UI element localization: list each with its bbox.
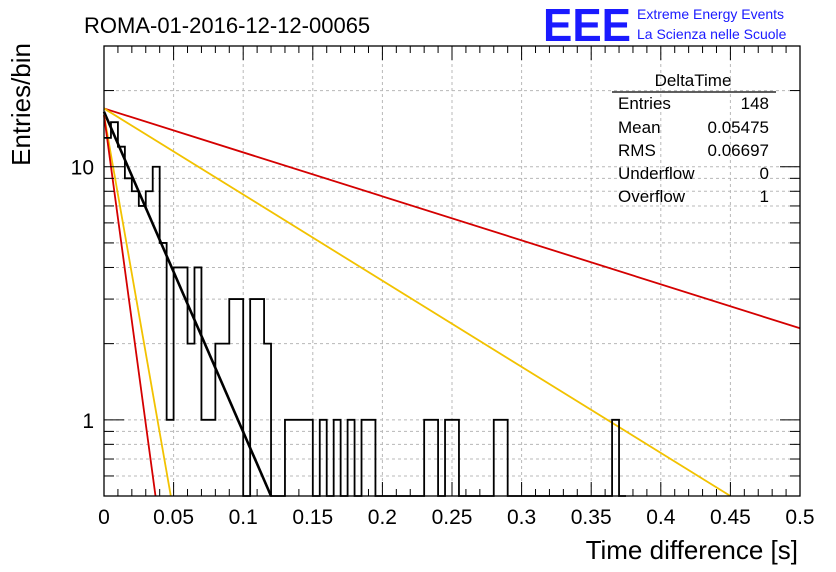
stats-overflow-label: Overflow [618, 187, 686, 206]
x-tick-label: 0.4 [646, 506, 676, 529]
x-axis-title: Time difference [s] [586, 535, 798, 565]
stats-overflow-value: 1 [760, 187, 769, 206]
histogram-bin [250, 299, 257, 496]
y-tick-label: 10 [71, 157, 94, 180]
eee-logo-text: EEE [543, 0, 631, 51]
fit-curve [103, 107, 731, 497]
x-tick-label: 0.5 [785, 506, 814, 529]
stats-rms-value: 0.06697 [708, 141, 769, 160]
stats-rms-label: RMS [618, 141, 656, 160]
x-tick-label: 0.35 [571, 506, 612, 529]
histogram-bin [174, 267, 181, 496]
eee-logo-line1: Extreme Energy Events [637, 6, 784, 22]
stats-underflow-label: Underflow [618, 164, 695, 183]
x-tick-label: 0.45 [710, 506, 751, 529]
eee-logo: EEE Extreme Energy Events La Scienza nel… [543, 0, 787, 51]
x-tick-label: 0.1 [229, 506, 258, 529]
stats-box: DeltaTime Entries 148 Mean 0.05475 RMS 0… [612, 71, 776, 206]
histogram-bin [194, 267, 201, 496]
stats-mean-value: 0.05475 [708, 118, 769, 137]
stats-title: DeltaTime [655, 71, 732, 90]
grid [104, 46, 800, 496]
stats-entries-value: 148 [741, 94, 769, 113]
stats-entries-label: Entries [618, 94, 671, 113]
eee-logo-line2: La Scienza nelle Scuole [637, 26, 787, 42]
fit-curve [103, 107, 801, 330]
y-tick-label: 1 [82, 410, 94, 433]
x-tick-label: 0 [98, 506, 110, 529]
histogram-bin [153, 167, 160, 496]
x-tick-label: 0.2 [368, 506, 397, 529]
x-tick-label: 0.05 [153, 506, 194, 529]
x-tick-label: 0.25 [432, 506, 473, 529]
histogram-bin [125, 178, 132, 496]
x-tick-label: 0.3 [507, 506, 536, 529]
histogram-bin [236, 299, 243, 496]
run-title: ROMA-01-2016-12-12-00065 [84, 13, 370, 38]
fit-curve [103, 114, 172, 497]
x-tick-label: 0.15 [292, 506, 333, 529]
stats-underflow-value: 0 [760, 164, 769, 183]
y-axis-title: Entries/bin [6, 43, 36, 166]
histogram-bin [229, 299, 236, 496]
histogram-bin [160, 243, 167, 496]
stats-mean-label: Mean [618, 118, 661, 137]
